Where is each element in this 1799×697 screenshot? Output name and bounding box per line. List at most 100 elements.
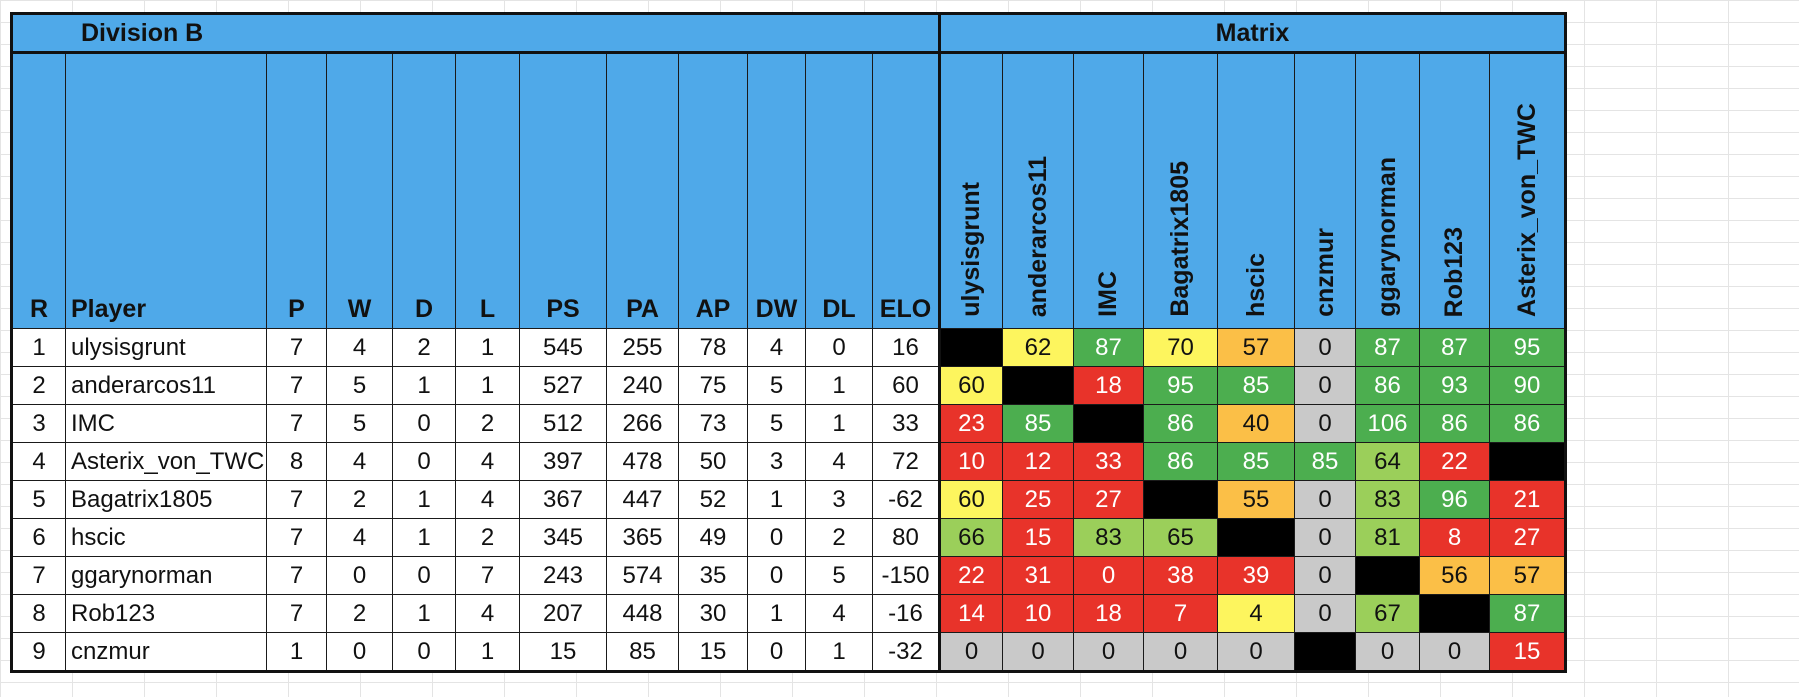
matrix-score-cell[interactable]: 65 — [1143, 518, 1218, 557]
stat-cell-l[interactable]: 1 — [455, 328, 520, 367]
stat-cell-ps[interactable]: 243 — [519, 556, 607, 595]
stat-cell-p[interactable]: 7 — [266, 518, 327, 557]
matrix-score-cell[interactable]: 86 — [1419, 404, 1490, 443]
matrix-header-cell[interactable]: IMC — [1073, 52, 1144, 329]
matrix-score-cell[interactable]: 21 — [1489, 480, 1567, 519]
matrix-score-cell[interactable]: 86 — [1143, 404, 1218, 443]
stat-cell-p[interactable]: 7 — [266, 594, 327, 633]
stat-cell-dw[interactable]: 1 — [747, 594, 806, 633]
stat-cell-l[interactable]: 4 — [455, 442, 520, 481]
stat-cell-ap[interactable]: 52 — [678, 480, 748, 519]
rank-cell[interactable]: 5 — [10, 480, 66, 519]
matrix-self-cell[interactable] — [1489, 442, 1567, 481]
stat-cell-l[interactable]: 1 — [455, 366, 520, 405]
matrix-header-cell[interactable]: cnzmur — [1294, 52, 1356, 329]
matrix-score-cell[interactable]: 0 — [1143, 632, 1218, 673]
matrix-score-cell[interactable]: 0 — [1294, 366, 1356, 405]
matrix-score-cell[interactable]: 14 — [938, 594, 1003, 633]
stat-header-l[interactable]: L — [455, 52, 520, 329]
matrix-score-cell[interactable]: 93 — [1419, 366, 1490, 405]
stat-cell-pa[interactable]: 240 — [606, 366, 679, 405]
stat-cell-l[interactable]: 1 — [455, 632, 520, 673]
matrix-self-cell[interactable] — [1002, 366, 1074, 405]
division-title[interactable]: Division B — [10, 12, 940, 54]
stat-cell-p[interactable]: 1 — [266, 632, 327, 673]
matrix-score-cell[interactable]: 0 — [1419, 632, 1490, 673]
matrix-score-cell[interactable]: 0 — [938, 632, 1003, 673]
stat-cell-ps[interactable]: 397 — [519, 442, 607, 481]
matrix-self-cell[interactable] — [1217, 518, 1295, 557]
stat-cell-ap[interactable]: 73 — [678, 404, 748, 443]
matrix-score-cell[interactable]: 27 — [1073, 480, 1144, 519]
stat-cell-dw[interactable]: 0 — [747, 518, 806, 557]
matrix-header-cell[interactable]: ulysisgrunt — [938, 52, 1003, 329]
stat-cell-d[interactable]: 1 — [392, 518, 456, 557]
matrix-score-cell[interactable]: 87 — [1419, 328, 1490, 367]
matrix-score-cell[interactable]: 67 — [1355, 594, 1420, 633]
stat-cell-d[interactable]: 0 — [392, 442, 456, 481]
matrix-score-cell[interactable]: 95 — [1489, 328, 1567, 367]
matrix-score-cell[interactable]: 25 — [1002, 480, 1074, 519]
stat-header-w[interactable]: W — [326, 52, 393, 329]
matrix-header-cell[interactable]: hscic — [1217, 52, 1295, 329]
player-header[interactable]: Player — [65, 52, 267, 329]
rank-cell[interactable]: 3 — [10, 404, 66, 443]
stat-cell-pa[interactable]: 447 — [606, 480, 679, 519]
matrix-header-cell[interactable]: Rob123 — [1419, 52, 1490, 329]
matrix-score-cell[interactable]: 23 — [938, 404, 1003, 443]
matrix-score-cell[interactable]: 0 — [1294, 556, 1356, 595]
matrix-self-cell[interactable] — [1143, 480, 1218, 519]
matrix-self-cell[interactable] — [1419, 594, 1490, 633]
player-cell[interactable]: ggarynorman — [65, 556, 267, 595]
stat-cell-dl[interactable]: 1 — [805, 632, 873, 673]
stat-cell-l[interactable]: 2 — [455, 518, 520, 557]
stat-cell-p[interactable]: 8 — [266, 442, 327, 481]
stat-cell-d[interactable]: 2 — [392, 328, 456, 367]
stat-cell-w[interactable]: 4 — [326, 442, 393, 481]
matrix-self-cell[interactable] — [1355, 556, 1420, 595]
matrix-score-cell[interactable]: 83 — [1073, 518, 1144, 557]
matrix-score-cell[interactable]: 40 — [1217, 404, 1295, 443]
matrix-score-cell[interactable]: 87 — [1355, 328, 1420, 367]
player-cell[interactable]: anderarcos11 — [65, 366, 267, 405]
stat-cell-dw[interactable]: 5 — [747, 366, 806, 405]
matrix-score-cell[interactable]: 0 — [1217, 632, 1295, 673]
stat-cell-w[interactable]: 2 — [326, 480, 393, 519]
player-cell[interactable]: Asterix_von_TWC — [65, 442, 267, 481]
matrix-score-cell[interactable]: 85 — [1217, 366, 1295, 405]
stat-cell-dl[interactable]: 4 — [805, 594, 873, 633]
matrix-header-cell[interactable]: anderarcos11 — [1002, 52, 1074, 329]
stat-cell-p[interactable]: 7 — [266, 404, 327, 443]
stat-cell-ap[interactable]: 50 — [678, 442, 748, 481]
player-cell[interactable]: Bagatrix1805 — [65, 480, 267, 519]
stat-cell-elo[interactable]: 16 — [872, 328, 940, 367]
rank-cell[interactable]: 9 — [10, 632, 66, 673]
stat-cell-p[interactable]: 7 — [266, 556, 327, 595]
stat-cell-w[interactable]: 5 — [326, 366, 393, 405]
rank-cell[interactable]: 8 — [10, 594, 66, 633]
stat-cell-ap[interactable]: 78 — [678, 328, 748, 367]
rank-header[interactable]: R — [10, 52, 66, 329]
stat-cell-d[interactable]: 0 — [392, 632, 456, 673]
stat-cell-l[interactable]: 4 — [455, 594, 520, 633]
matrix-self-cell[interactable] — [1073, 404, 1144, 443]
matrix-score-cell[interactable]: 0 — [1355, 632, 1420, 673]
stat-cell-pa[interactable]: 266 — [606, 404, 679, 443]
stat-cell-dl[interactable]: 3 — [805, 480, 873, 519]
stat-header-elo[interactable]: ELO — [872, 52, 940, 329]
matrix-score-cell[interactable]: 60 — [938, 366, 1003, 405]
matrix-score-cell[interactable]: 22 — [938, 556, 1003, 595]
stat-cell-elo[interactable]: -62 — [872, 480, 940, 519]
matrix-score-cell[interactable]: 70 — [1143, 328, 1218, 367]
matrix-score-cell[interactable]: 86 — [1489, 404, 1567, 443]
stat-cell-dl[interactable]: 1 — [805, 404, 873, 443]
matrix-self-cell[interactable] — [1294, 632, 1356, 673]
stat-cell-d[interactable]: 0 — [392, 556, 456, 595]
matrix-score-cell[interactable]: 22 — [1419, 442, 1490, 481]
stat-cell-l[interactable]: 4 — [455, 480, 520, 519]
stat-cell-p[interactable]: 7 — [266, 480, 327, 519]
stat-header-d[interactable]: D — [392, 52, 456, 329]
stat-cell-ps[interactable]: 512 — [519, 404, 607, 443]
matrix-score-cell[interactable]: 64 — [1355, 442, 1420, 481]
player-cell[interactable]: Rob123 — [65, 594, 267, 633]
